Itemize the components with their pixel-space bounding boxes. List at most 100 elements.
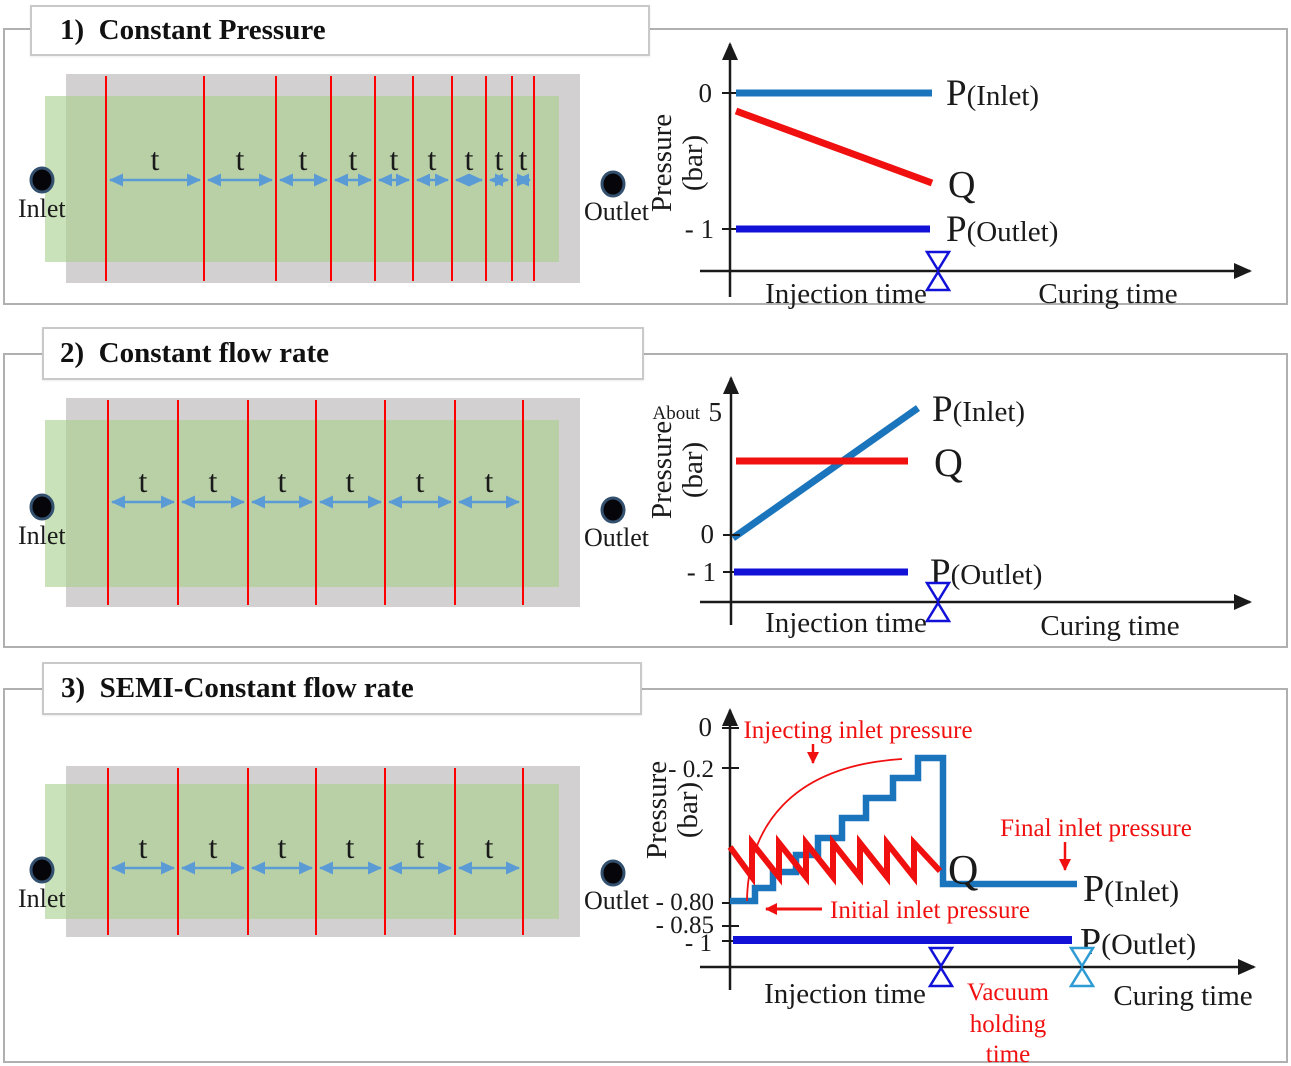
p-inlet-label: P(Inlet)	[1083, 868, 1179, 910]
t-label: t	[465, 141, 474, 177]
flow-rate-label: Q	[934, 440, 963, 485]
outlet-label: Outlet	[584, 197, 650, 226]
outlet-port-icon	[600, 859, 626, 887]
inlet-label: Inlet	[18, 521, 66, 550]
chart-constant-flow-rate: Pressure (bar) About 5 P(Inlet) Q 0 - 1 …	[646, 376, 1252, 642]
t-label: t	[139, 463, 148, 499]
initial-inlet-pressure-label: Initial inlet pressure	[830, 897, 1030, 924]
y-axis-title-line2: (bar)	[677, 442, 709, 498]
outlet-port-icon	[600, 496, 626, 524]
outlet-label: Outlet	[584, 523, 650, 552]
p-inlet-label-paren: (Inlet)	[967, 80, 1039, 112]
flow-rate-label: Q	[948, 848, 978, 894]
inlet-port-icon	[29, 493, 55, 521]
outlet-port-icon	[600, 170, 626, 198]
panel-1-title: 1) Constant Pressure	[60, 14, 326, 46]
mold-diagram-constant-pressure: t t t t t t t t t Inlet Outlet	[18, 74, 650, 283]
outlet-label: Outlet	[584, 886, 650, 915]
p-outlet-label: P(Outlet)	[946, 209, 1058, 250]
t-label: t	[416, 463, 425, 499]
p-inlet-label-p: P	[946, 73, 967, 114]
t-label: t	[390, 141, 399, 177]
t-label: t	[299, 141, 308, 177]
flow-front-lines	[105, 76, 535, 281]
t-label: t	[139, 829, 148, 865]
valve-icon	[924, 250, 952, 292]
t-label: t	[209, 463, 218, 499]
t-label: t	[428, 141, 437, 177]
p-inlet-label: P(Inlet)	[932, 389, 1025, 430]
time-interval-labels: t t t t t t	[139, 829, 494, 865]
t-label: t	[346, 463, 355, 499]
valve-icon-injection-end	[927, 946, 955, 988]
t-label: t	[278, 463, 287, 499]
y-axis-title-line1: Pressure	[646, 114, 678, 212]
injecting-inlet-pressure-label: Injecting inlet pressure	[743, 717, 972, 744]
valve-icon-vacuum-end	[1068, 946, 1096, 988]
tick-label-zero: 0	[699, 78, 713, 108]
t-label: t	[519, 141, 528, 177]
inlet-port-icon	[29, 856, 55, 884]
p-inlet-staircase-line	[730, 754, 1077, 905]
curing-time-label: Curing time	[1113, 980, 1252, 1012]
t-label: t	[151, 141, 160, 177]
p-outlet-label-p: P	[946, 209, 967, 250]
tick-label-minus-one: - 1	[685, 930, 712, 957]
flow-front-lines	[107, 768, 524, 935]
p-inlet-label-paren: (Inlet)	[1104, 875, 1179, 908]
curing-time-label: Curing time	[1040, 610, 1179, 642]
curing-time-label: Curing time	[1038, 278, 1177, 310]
flow-rate-label: Q	[948, 164, 975, 206]
vacuum-holding-label-line2: holding	[970, 1011, 1047, 1038]
panel-3-title: 3) SEMI-Constant flow rate	[61, 672, 414, 704]
p-inlet-line	[730, 405, 921, 541]
p-outlet-label-paren: (Outlet)	[951, 559, 1043, 591]
tick-label-minus-080: - 0.80	[656, 889, 714, 916]
mold-diagram-constant-flow: t t t t t t Inlet Outlet	[18, 398, 650, 607]
y-axis-title-line1: Pressure	[641, 761, 673, 859]
tick-label-minus-02: - 0.2	[668, 756, 714, 783]
flow-rate-line	[734, 107, 934, 187]
mold-diagram-semi-constant-flow: t t t t t t Inlet Outlet	[18, 766, 650, 937]
t-label: t	[485, 829, 494, 865]
mold-cavity	[45, 784, 559, 919]
p-outlet-label: P(Outlet)	[1080, 921, 1196, 963]
vacuum-holding-label-line3: time	[986, 1041, 1030, 1066]
t-label: t	[416, 829, 425, 865]
vacuum-holding-label-line1: Vacuum	[967, 979, 1049, 1006]
t-label: t	[495, 141, 504, 177]
mold-cavity	[45, 420, 559, 587]
t-label: t	[209, 829, 218, 865]
tick-label-about: About	[653, 403, 701, 424]
tick-label-minus-one: - 1	[687, 557, 716, 587]
p-outlet-label-paren: (Outlet)	[1101, 928, 1196, 961]
inlet-label: Inlet	[18, 884, 66, 913]
tick-label-zero: 0	[701, 519, 715, 549]
valve-icon	[924, 581, 952, 623]
chart-constant-pressure: Pressure (bar) 0 P(Inlet) Q - 1 P(Outlet…	[646, 42, 1252, 310]
p-outlet-label-paren: (Outlet)	[967, 216, 1059, 248]
pressure-envelope-arc	[746, 758, 903, 902]
panel-2-frame	[3, 353, 1288, 648]
t-label: t	[236, 141, 245, 177]
p-inlet-label-p: P	[932, 389, 953, 430]
y-axis-title-line1: Pressure	[646, 421, 678, 519]
p-inlet-label-paren: (Inlet)	[953, 396, 1025, 428]
final-inlet-pressure-label: Final inlet pressure	[1000, 815, 1192, 842]
inlet-label: Inlet	[18, 194, 66, 223]
time-interval-labels: t t t t t t t t t	[151, 141, 528, 177]
panel-2-title: 2) Constant flow rate	[60, 337, 330, 369]
panel-3-title-box: 3) SEMI-Constant flow rate	[42, 662, 642, 715]
panel-2-title-box: 2) Constant flow rate	[42, 327, 644, 380]
injection-time-label: Injection time	[764, 978, 926, 1010]
t-label: t	[346, 829, 355, 865]
flow-rate-sawtooth-line	[727, 834, 943, 887]
t-label: t	[485, 463, 494, 499]
t-label: t	[349, 141, 358, 177]
inlet-port-icon	[29, 166, 55, 194]
chart-semi-constant-flow-rate: Pressure (bar) 0 - 0.2 - 0.80 - 0.85 - 1…	[641, 708, 1256, 1066]
injection-time-label: Injection time	[765, 278, 927, 310]
y-axis-title-line2: (bar)	[677, 135, 709, 191]
